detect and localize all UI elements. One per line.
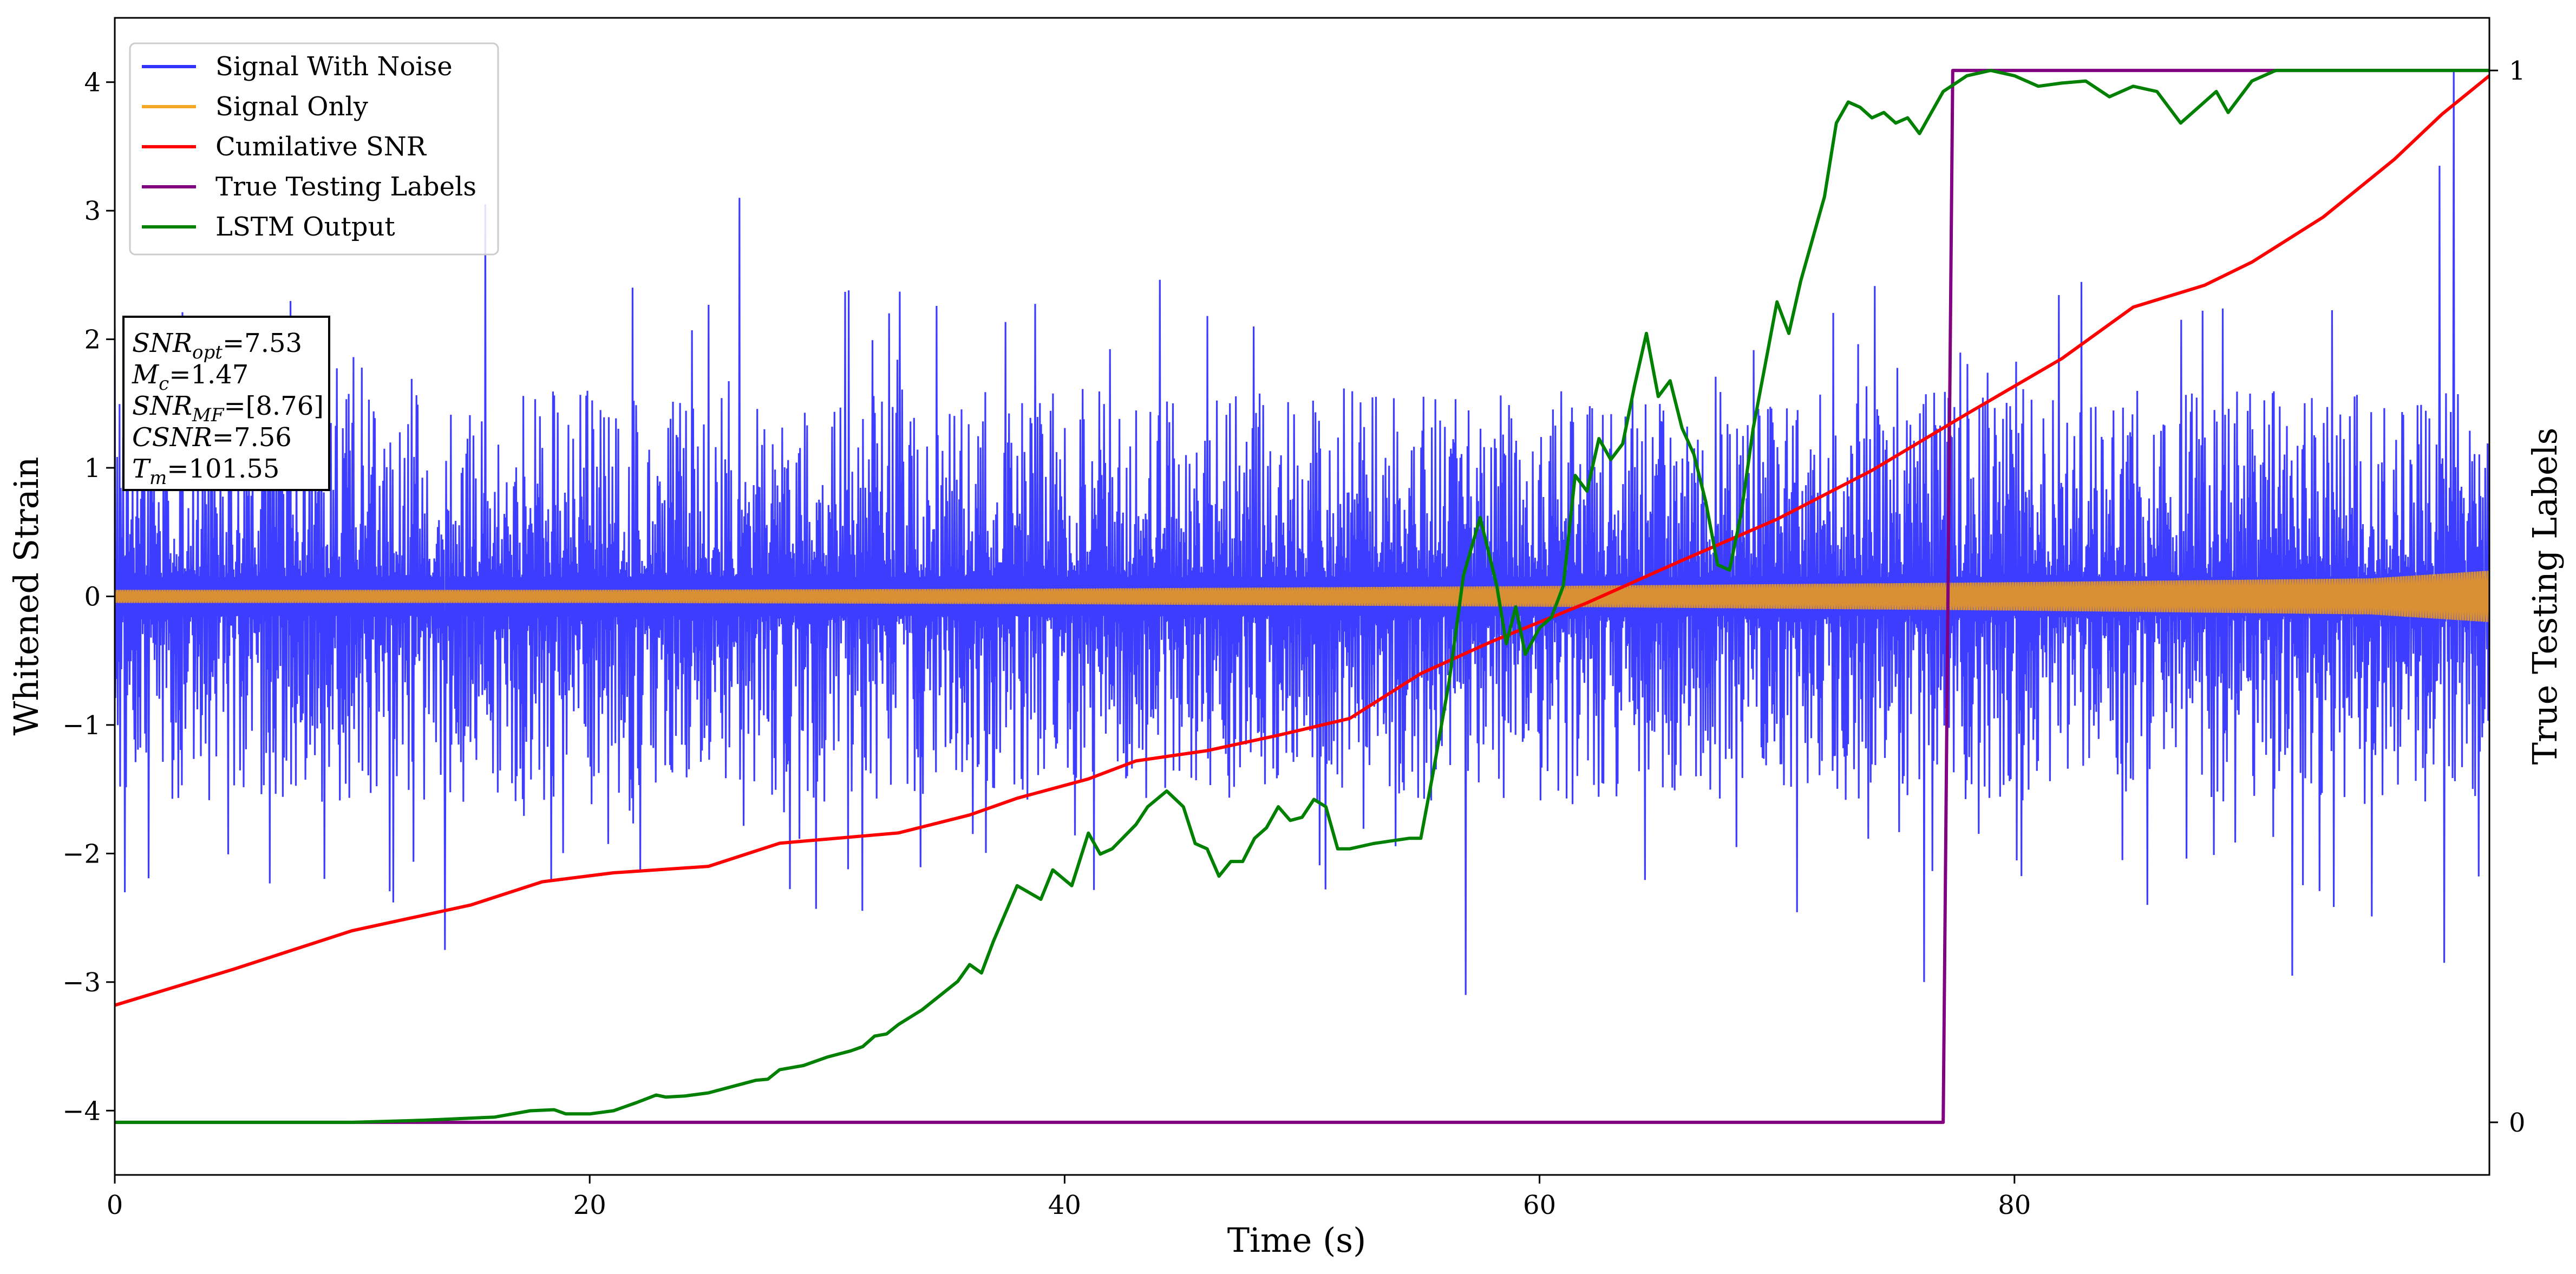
y-tick-label: −4 — [62, 1096, 101, 1126]
info-box: SNRopt=7.53Mc=1.47SNRMF=[8.76]CSNR=7.56T… — [122, 316, 330, 491]
info-line: SNRopt=7.53 — [132, 328, 302, 363]
x-axis: 0 20 40 60 80 — [107, 1175, 2031, 1220]
legend-label: True Testing Labels — [215, 172, 476, 202]
y-tick-label: 3 — [84, 196, 101, 226]
y-tick-label: −2 — [62, 839, 101, 869]
y2-tick-label: 1 — [2509, 56, 2526, 86]
y-axis-left: −4 −3 −2 −1 0 1 2 3 4 — [62, 68, 115, 1126]
y-tick-label: 2 — [84, 325, 101, 355]
legend: Signal With Noise Signal Only Cumilative S… — [129, 42, 499, 256]
x-tick-label: 40 — [1048, 1190, 1081, 1220]
y-tick-label: 4 — [84, 68, 101, 98]
y-tick-label: −3 — [62, 968, 101, 998]
x-tick-label: 20 — [573, 1190, 606, 1220]
info-line: Tm=101.55 — [132, 454, 279, 489]
x-axis-label: Time (s) — [1227, 1220, 1367, 1260]
plot-content — [115, 69, 2489, 1124]
series-lstm-output — [115, 69, 2489, 1124]
y2-axis-label: True Testing Labels — [2525, 428, 2565, 765]
series-true-testing-labels — [115, 69, 2489, 1124]
info-line: Mc=1.47 — [132, 360, 249, 395]
x-tick-label: 60 — [1523, 1190, 1556, 1220]
y-tick-label: 0 — [84, 582, 101, 612]
series-signal-only — [115, 571, 2489, 623]
info-line: CSNR=7.56 — [132, 422, 292, 453]
x-tick-label: 80 — [1998, 1190, 2031, 1220]
info-box-frame — [122, 316, 330, 491]
series-cumilative-snr — [115, 74, 2489, 1007]
x-tick-label: 0 — [107, 1190, 123, 1220]
legend-frame — [129, 42, 499, 256]
legend-label: LSTM Output — [215, 212, 395, 242]
legend-label: Cumilative SNR — [215, 132, 427, 162]
y-axis-right: 01 — [2489, 56, 2526, 1138]
legend-label: Signal Only — [215, 92, 368, 122]
y-tick-label: 1 — [84, 453, 101, 484]
legend-label: Signal With Noise — [215, 51, 453, 82]
y2-tick-label: 0 — [2509, 1108, 2526, 1138]
y-tick-label: −1 — [62, 710, 101, 741]
info-line: SNRMF=[8.76] — [132, 391, 324, 426]
y-axis-label: Whitened Strain — [6, 457, 46, 736]
series-signal-with-noise — [115, 69, 2489, 995]
